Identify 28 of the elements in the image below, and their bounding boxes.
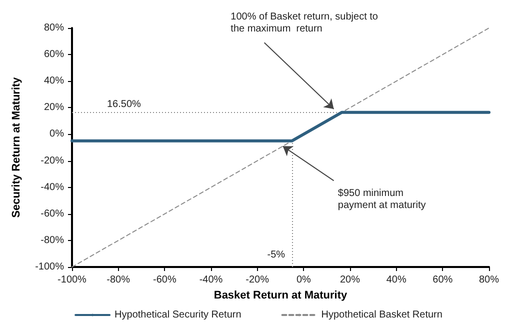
y-axis-title: Security Return at Maturity xyxy=(10,76,22,218)
x-tick-label: 40% xyxy=(386,274,406,286)
annotation: $950 minimum payment at maturity xyxy=(338,188,426,211)
x-tick-label: -80% xyxy=(106,274,130,286)
y-tick-label: 40% xyxy=(44,76,64,87)
annotation: 100% of Basket return, subject to the maximum return xyxy=(230,12,378,35)
x-tick-label: 20% xyxy=(340,274,360,286)
x-tick-label: 60% xyxy=(432,274,453,286)
legend-label: Hypothetical Basket Return xyxy=(321,310,442,320)
y-tick-label: 80% xyxy=(44,22,64,34)
y-tick-label: 0% xyxy=(50,128,64,140)
y-tick-label: 20% xyxy=(44,102,64,114)
y-tick-label: -20% xyxy=(40,155,64,166)
y-tick-label: -80% xyxy=(40,234,64,246)
y-tick-label: -100% xyxy=(35,262,64,272)
x-tick-label: -100% xyxy=(58,274,87,286)
y-tick-label: -60% xyxy=(40,208,64,220)
x-tick-label: 0% xyxy=(296,274,311,286)
x-axis-title: Basket Return at Maturity xyxy=(214,289,348,302)
ref-line-label: 16.50% xyxy=(107,98,142,110)
x-tick-label: 80% xyxy=(478,274,500,286)
legend-label: Hypothetical Security Return xyxy=(114,310,242,320)
x-tick-label: -60% xyxy=(152,274,176,286)
x-tick-label: -40% xyxy=(199,274,223,286)
x-tick-label: -20% xyxy=(246,274,270,286)
y-tick-label: 60% xyxy=(44,49,64,60)
y-tick-label: -40% xyxy=(40,182,64,193)
ref-line-label: -5% xyxy=(267,250,286,260)
